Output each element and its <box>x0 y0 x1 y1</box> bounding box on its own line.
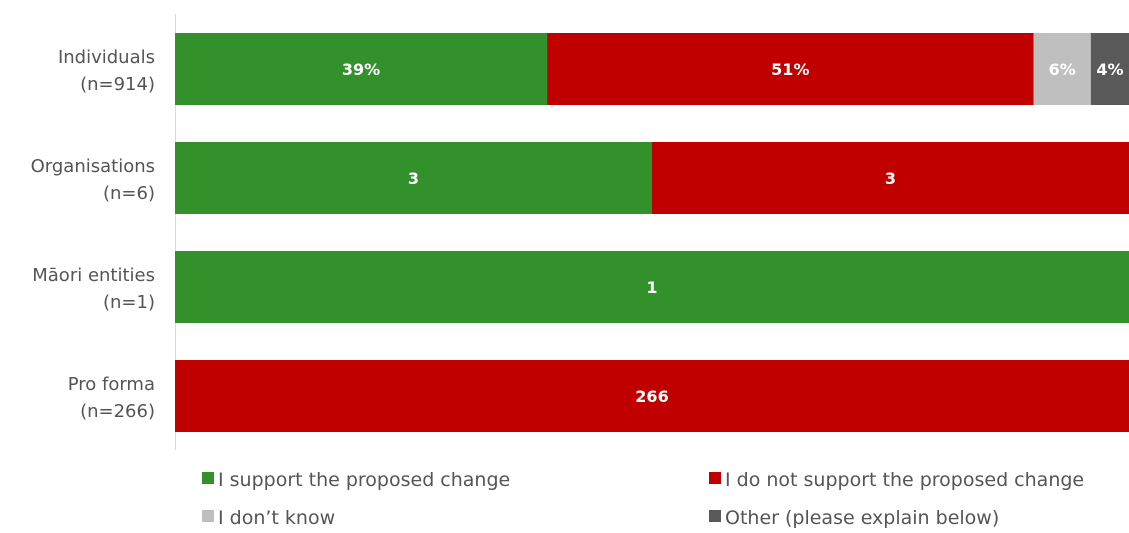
legend-label: Other (please explain below) <box>725 507 999 529</box>
legend: I support the proposed change I do not su… <box>202 469 1084 529</box>
category-label: Individuals <box>58 47 155 68</box>
category-sample-size: (n=1) <box>103 292 155 313</box>
category-label: Organisations <box>31 156 155 177</box>
bar-value-label: 4% <box>1096 60 1123 79</box>
bar-value-label: 1 <box>646 278 657 297</box>
legend-swatch-i-don-t-know <box>202 510 214 522</box>
bar-value-label: 3 <box>408 169 419 188</box>
bar-segment-individuals-i-support-the-proposed-change <box>175 33 548 105</box>
bar-segment-pro-forma-i-do-not-support-the-proposed-change <box>175 360 1129 432</box>
legend-label: I do not support the proposed change <box>725 469 1084 491</box>
bar-value-label: 39% <box>342 60 380 79</box>
category-sample-size: (n=914) <box>80 74 155 95</box>
bar-value-label: 3 <box>885 169 896 188</box>
legend-swatch-i-support-the-proposed-change <box>202 472 214 484</box>
category-label: Pro forma <box>68 374 155 395</box>
bars-group: 39% 51% 6% 4% 3 3 1 266 <box>175 33 1129 432</box>
bar-segment-organisations-i-support-the-proposed-change <box>175 142 652 214</box>
category-sample-size: (n=266) <box>80 401 155 422</box>
legend-label: I don’t know <box>218 507 335 529</box>
bar-value-label: 266 <box>635 387 668 406</box>
category-sample-size: (n=6) <box>103 183 155 204</box>
category-labels: Individuals (n=914) Organisations (n=6) Māor… <box>31 47 155 422</box>
category-label: Māori entities <box>32 265 155 286</box>
bar-segment-organisations-i-do-not-support-the-proposed-change <box>652 142 1129 214</box>
bar-segment-individuals-i-don-t-know <box>1033 33 1091 105</box>
bar-segment-individuals-other-please-explain-below <box>1090 33 1129 105</box>
bar-value-label: 51% <box>771 60 809 79</box>
legend-label: I support the proposed change <box>218 469 510 491</box>
bar-value-label: 6% <box>1049 60 1076 79</box>
bar-segment-m-ori-entities-i-support-the-proposed-change <box>175 251 1129 323</box>
bar-segment-individuals-i-do-not-support-the-proposed-change <box>547 33 1034 105</box>
legend-swatch-other-please-explain-below <box>709 510 721 522</box>
legend-swatch-i-do-not-support-the-proposed-change <box>709 472 721 484</box>
